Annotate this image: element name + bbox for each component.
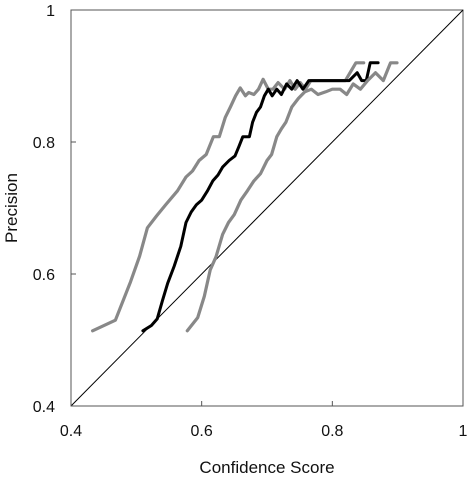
x-tick-label: 0.4 bbox=[60, 423, 82, 440]
chart-marks bbox=[70, 9, 464, 407]
y-axis-title: Precision bbox=[2, 173, 21, 243]
plot-area-frame bbox=[70, 9, 464, 407]
y-tick-label: 0.6 bbox=[33, 267, 55, 284]
axis-ticks: 0.4 0.6 0.8 1 0.4 0.6 0.8 1 bbox=[33, 3, 468, 440]
series-line-center bbox=[141, 61, 380, 333]
y-tick-label: 0.4 bbox=[33, 399, 55, 416]
x-tick-label: 0.6 bbox=[191, 423, 213, 440]
x-tick-label: 1 bbox=[459, 423, 468, 440]
y-tick-label: 0.8 bbox=[33, 135, 55, 152]
series-line-bound-lower bbox=[185, 61, 399, 333]
x-tick-label: 0.8 bbox=[321, 423, 343, 440]
y-tick-label: 1 bbox=[46, 3, 55, 20]
series-line-bound-upper bbox=[90, 61, 366, 333]
reference-diagonal-line bbox=[70, 9, 464, 407]
x-axis-title: Confidence Score bbox=[199, 458, 334, 477]
